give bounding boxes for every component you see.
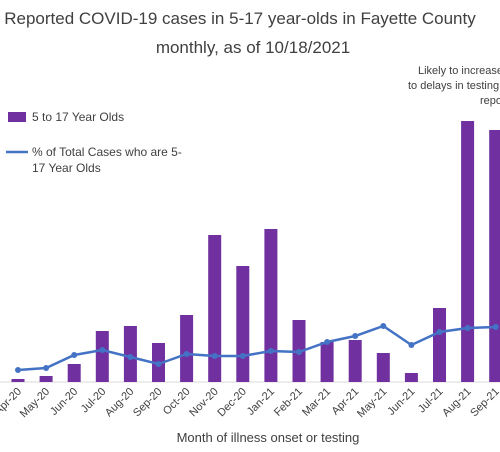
line-point: [183, 351, 190, 357]
legend-label: % of Total Cases who are 5-17 Year Olds: [32, 145, 182, 175]
bar: [376, 353, 390, 382]
line-point: [43, 365, 50, 371]
annotation: to delays in testing and: [408, 80, 500, 92]
bar: [264, 229, 278, 382]
chart-title: monthly, as of 10/18/2021: [156, 38, 350, 57]
line-point: [15, 367, 21, 373]
line-point: [324, 339, 331, 345]
line-point: [211, 353, 218, 359]
line-point: [464, 325, 471, 331]
bar: [489, 130, 500, 382]
legend-label: 5 to 17 Year Olds: [32, 110, 125, 124]
x-tick-label: Dec-20: [215, 386, 249, 420]
annotation: reporting: [480, 95, 500, 107]
x-tick-label: Nov-20: [187, 386, 221, 420]
x-tick-label: Jun-20: [48, 386, 80, 418]
bar: [67, 364, 81, 382]
x-tick-label: May-21: [355, 386, 389, 420]
x-tick-label: Jan-21: [245, 386, 277, 418]
line: [17, 324, 496, 372]
x-tick-label: Jun-21: [385, 386, 417, 418]
line-point: [492, 324, 499, 330]
bar: [433, 308, 446, 382]
chart-title: Reported COVID-19 cases in 5-17 year-old…: [4, 9, 476, 28]
line-point: [296, 349, 302, 355]
x-tick-label: Mar-21: [300, 386, 333, 419]
legend-swatch: [8, 112, 26, 122]
line-point: [352, 333, 359, 339]
x-tick-label: Feb-21: [272, 386, 305, 419]
x-tick-label: Sep-20: [131, 386, 165, 420]
x-tick-label: Aug-21: [440, 386, 474, 420]
x-axis-label: Month of illness onset or testing: [177, 430, 360, 445]
bar: [180, 315, 194, 382]
bar: [461, 121, 475, 382]
line-point: [239, 353, 246, 359]
annotation: Likely to increase due: [418, 65, 500, 77]
line-point: [127, 354, 134, 360]
bar: [348, 340, 362, 382]
bar: [320, 342, 334, 382]
line-point: [436, 329, 443, 335]
bar: [95, 331, 109, 382]
bar: [236, 266, 250, 382]
line-point: [380, 323, 387, 329]
line-point: [267, 348, 274, 354]
x-tick-label: Sep-21: [468, 386, 500, 420]
bar: [39, 376, 53, 382]
line-point: [71, 352, 78, 358]
bar: [404, 373, 418, 382]
x-tick-label: Aug-20: [103, 386, 137, 420]
bar: [208, 235, 222, 382]
line-point: [99, 347, 106, 353]
x-tick-label: May-20: [18, 386, 52, 420]
bar: [11, 379, 25, 382]
line-point: [155, 361, 162, 367]
line-point: [408, 342, 415, 348]
